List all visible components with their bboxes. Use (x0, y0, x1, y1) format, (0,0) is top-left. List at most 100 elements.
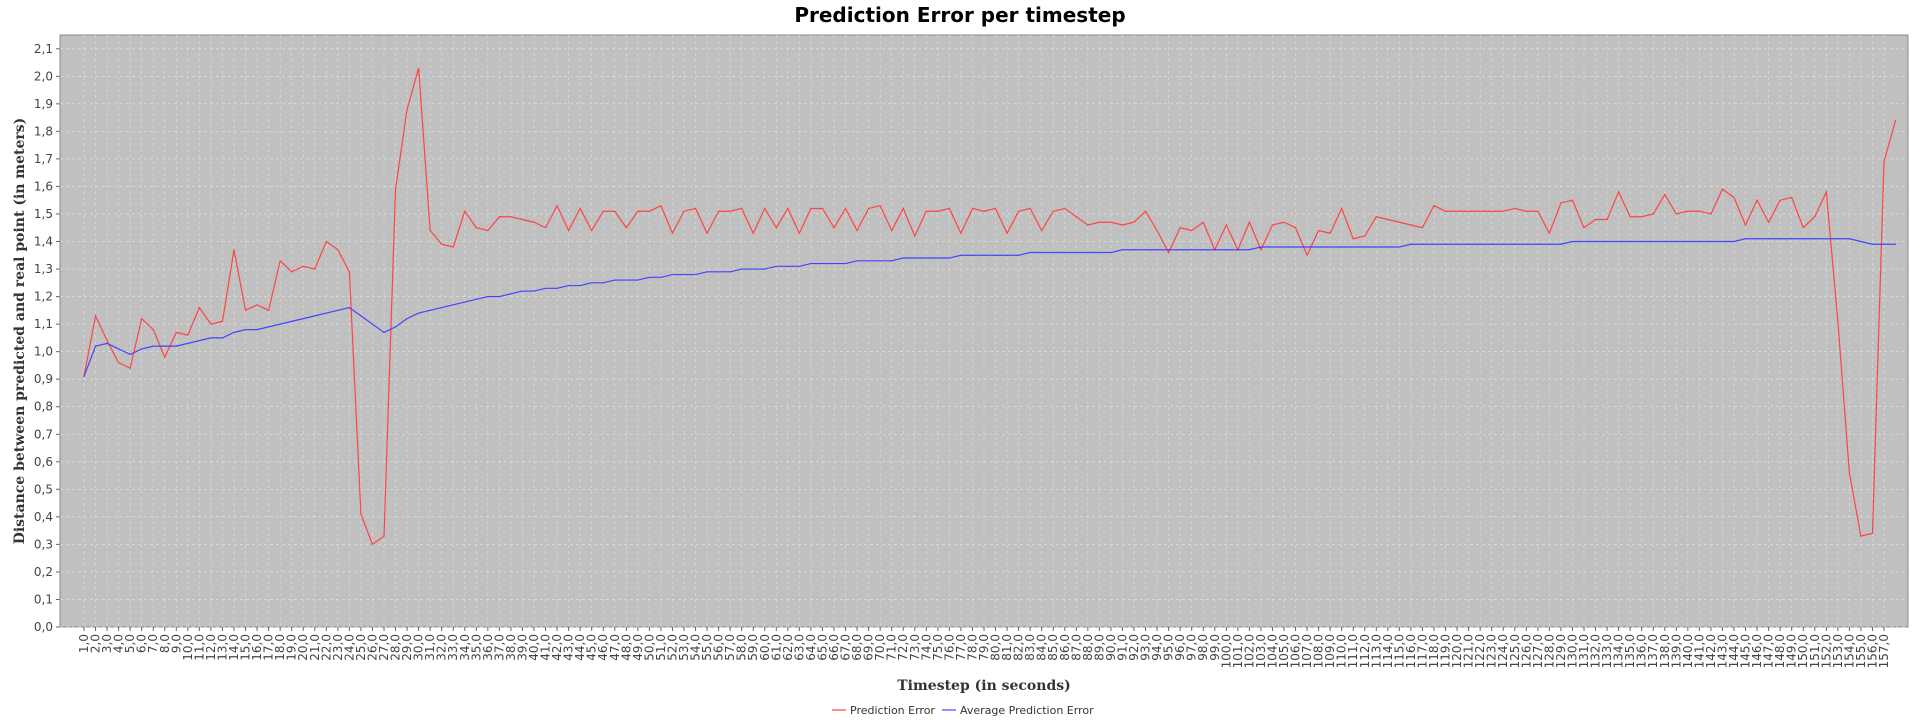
data-point (1260, 249, 1262, 251)
data-point (810, 207, 812, 210)
data-point (764, 207, 766, 210)
data-point (1675, 240, 1677, 243)
data-point (118, 348, 120, 350)
data-point (256, 304, 258, 306)
x-tick-label: 131,0 (1577, 634, 1591, 668)
x-tick-label: 80,0 (989, 634, 1003, 661)
x-tick-label: 7,0 (146, 634, 160, 653)
data-point (1491, 243, 1493, 245)
x-tick-label: 73,0 (908, 634, 922, 661)
x-tick-label: 152,0 (1819, 634, 1833, 668)
x-tick-label: 5,0 (123, 634, 137, 653)
data-point (383, 535, 385, 537)
x-tick-label: 72,0 (896, 634, 910, 661)
data-point (1318, 229, 1320, 232)
data-point (729, 210, 731, 212)
data-point (348, 271, 350, 273)
data-point (833, 262, 835, 265)
data-point (1664, 194, 1666, 196)
y-tick-label: 0,7 (34, 427, 53, 441)
data-point (1364, 235, 1366, 237)
data-point (856, 260, 858, 262)
data-point (1733, 240, 1735, 243)
data-point (1894, 243, 1897, 245)
data-point (1641, 216, 1643, 218)
data-point (337, 249, 339, 251)
data-point (1814, 238, 1816, 240)
x-tick-label: 22,0 (319, 634, 333, 661)
data-point (1871, 532, 1874, 534)
data-point (1860, 535, 1862, 537)
data-point (383, 331, 385, 333)
data-point (1618, 240, 1620, 243)
x-tick-label: 23,0 (331, 634, 345, 661)
data-point (1560, 202, 1562, 204)
data-point (1341, 246, 1343, 248)
x-tick-label: 139,0 (1669, 634, 1683, 668)
data-point (787, 265, 789, 267)
x-tick-label: 137,0 (1646, 634, 1660, 668)
y-tick-label: 1,9 (34, 97, 53, 111)
data-point (1121, 224, 1124, 226)
data-point (1894, 119, 1897, 121)
data-point (187, 342, 189, 344)
y-tick-label: 1,5 (34, 207, 53, 221)
data-point (925, 210, 927, 212)
data-point (1606, 218, 1608, 221)
x-tick-label: 113,0 (1369, 634, 1383, 668)
x-tick-label: 143,0 (1715, 634, 1729, 668)
data-point (221, 337, 224, 339)
x-tick-label: 117,0 (1415, 634, 1429, 668)
x-tick-label: 58,0 (735, 634, 749, 661)
data-point (418, 312, 420, 314)
data-point (1629, 240, 1631, 243)
data-point (325, 312, 327, 314)
data-point (1271, 246, 1274, 248)
data-point (1583, 240, 1585, 243)
data-point (1168, 249, 1170, 251)
data-point (1468, 243, 1470, 245)
x-tick-label: 98,0 (1196, 634, 1210, 661)
x-tick-label: 32,0 (435, 634, 449, 661)
data-point (1548, 232, 1550, 234)
data-point (291, 271, 293, 273)
x-tick-label: 104,0 (1265, 634, 1279, 668)
y-tick-label: 0,1 (34, 592, 53, 606)
data-point (902, 207, 904, 210)
data-point (394, 326, 397, 328)
data-point (1721, 240, 1724, 243)
data-point (994, 207, 997, 210)
data-point (129, 367, 131, 369)
y-tick-label: 2,1 (34, 42, 53, 56)
x-tick-label: 111,0 (1346, 634, 1360, 668)
data-point (1548, 243, 1550, 245)
data-point (1837, 238, 1839, 240)
data-point (1398, 246, 1400, 248)
chart-title: Prediction Error per timestep (794, 3, 1125, 27)
data-point (106, 342, 108, 344)
x-tick-label: 63,0 (792, 634, 806, 661)
data-point (602, 282, 604, 284)
data-point (1064, 207, 1066, 210)
data-point (614, 210, 616, 212)
data-point (868, 207, 870, 210)
x-tick-label: 151,0 (1808, 634, 1822, 668)
x-tick-label: 45,0 (585, 634, 599, 661)
data-point (1283, 246, 1285, 248)
data-point (198, 340, 200, 342)
x-tick-label: 115,0 (1392, 634, 1406, 668)
x-tick-label: 110,0 (1335, 634, 1349, 668)
data-point (244, 309, 247, 311)
x-axis-ticks: 1,02,03,04,05,06,07,08,09,010,011,012,01… (77, 627, 1891, 668)
data-point (1710, 240, 1712, 243)
data-point (602, 210, 604, 212)
data-point (1041, 251, 1043, 254)
x-tick-label: 48,0 (619, 634, 633, 661)
series-line-average-prediction-error (83, 238, 1896, 377)
data-point (1848, 238, 1850, 240)
data-point (821, 262, 824, 265)
data-point (591, 282, 593, 284)
x-tick-label: 31,0 (423, 634, 437, 661)
x-tick-label: 70,0 (873, 634, 887, 661)
data-point (1871, 243, 1874, 245)
